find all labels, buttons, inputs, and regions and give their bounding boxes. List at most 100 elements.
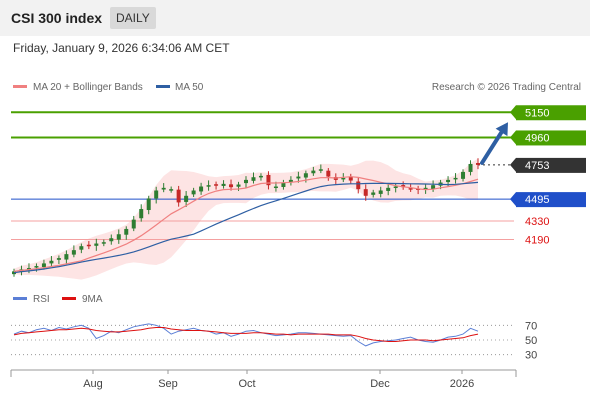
main-legend: MA 20 + Bollinger Bands MA 50 Research ©… <box>13 82 581 93</box>
level-tag-arrow-4960 <box>510 130 516 145</box>
x-tick-label-2026: 2026 <box>450 378 474 390</box>
candle-body <box>378 190 383 194</box>
candle-body <box>64 254 69 260</box>
rsi-legend: RSI 9MA <box>13 294 103 305</box>
candle-body <box>71 250 76 255</box>
level-label-4753: 4753 <box>525 160 549 172</box>
candle-body <box>34 266 39 268</box>
candle-body <box>273 186 278 189</box>
candle-body <box>401 185 406 188</box>
level-tag-4495 <box>516 192 586 208</box>
level-tag-5150 <box>516 105 586 121</box>
rsi-line <box>13 323 479 347</box>
candle-body <box>266 174 271 186</box>
ma20-legend-swatch <box>13 85 27 88</box>
candle-body <box>184 195 189 202</box>
candle-body <box>124 228 129 235</box>
candle-body <box>176 189 181 203</box>
level-tag-arrow-4495 <box>510 192 516 207</box>
candle-body <box>288 179 293 183</box>
level-tag-arrow-4753 <box>510 157 516 172</box>
candle-body <box>423 187 428 190</box>
x-tick-label-Aug: Aug <box>83 378 103 390</box>
candle-body <box>453 177 458 180</box>
credit-label: Research © 2026 Trading Central <box>432 82 581 93</box>
bollinger-band <box>14 158 478 280</box>
level-tag-4960 <box>516 130 586 146</box>
interval-badge[interactable]: DAILY <box>110 7 156 29</box>
candle-body <box>446 179 451 183</box>
candle-body <box>199 186 204 192</box>
candle-body <box>169 189 174 191</box>
candle-body <box>214 184 219 186</box>
level-label-4495: 4495 <box>525 194 549 206</box>
rsi-ma-legend-swatch <box>62 297 76 300</box>
x-tick-label-Oct: Oct <box>238 378 255 390</box>
level-label-4190: 4190 <box>525 235 549 247</box>
candle-body <box>363 189 368 196</box>
candle-body <box>386 187 391 191</box>
candle-body <box>468 163 473 172</box>
candle-body <box>303 173 308 178</box>
candle-body <box>139 209 144 219</box>
level-label-4330: 4330 <box>525 216 549 228</box>
candle-body <box>116 234 121 240</box>
main-plot: 5150 4960 4753 4495 4330 4190 <box>11 105 586 280</box>
candle-body <box>131 219 136 229</box>
chart-datetime: Friday, January 9, 2026 6:34:06 AM CET <box>13 41 230 55</box>
candle-body <box>393 186 398 189</box>
candle-body <box>56 258 61 260</box>
rsi-tick-label-30: 30 <box>525 350 537 362</box>
candle-body <box>244 179 248 184</box>
candle-body <box>326 170 331 177</box>
rsi-tick-label-70: 70 <box>525 320 537 332</box>
candle-body <box>79 246 84 250</box>
candle-body <box>461 171 466 179</box>
chart-title: CSI 300 index <box>11 10 103 26</box>
x-tick-label-Dec: Dec <box>370 378 390 390</box>
rsi-plot: 70 50 30 <box>11 320 537 362</box>
level-tag-arrow-5150 <box>510 105 516 120</box>
candle-body <box>12 271 16 275</box>
candle-body <box>311 170 316 174</box>
ma20-line <box>13 176 479 272</box>
candle-body <box>341 177 346 180</box>
candle-body <box>431 185 436 190</box>
candle-body <box>229 184 234 188</box>
rsi-tick-label-50: 50 <box>525 335 537 347</box>
candle-body <box>408 188 413 190</box>
candle-body <box>109 238 114 242</box>
projection-arrow-head <box>495 122 508 137</box>
candle-body <box>41 263 46 268</box>
candle-body <box>236 184 241 187</box>
candle-body <box>318 169 323 171</box>
x-axis: Aug Sep Oct Dec 2026 <box>10 369 517 390</box>
candle-body <box>154 190 159 199</box>
candle-body <box>371 192 376 195</box>
candle-body <box>476 163 480 165</box>
candle-body <box>26 268 31 270</box>
ma50-legend-label: MA 50 <box>175 82 204 93</box>
level-tag-4753 <box>516 157 586 173</box>
candle-body <box>251 177 256 181</box>
candle-body <box>281 182 286 187</box>
rsi-ma-line <box>13 327 479 342</box>
ma20-legend-label: MA 20 + Bollinger Bands <box>33 82 143 93</box>
candle-body <box>258 175 263 178</box>
candle-body <box>161 187 166 190</box>
candle-body <box>49 260 54 264</box>
ma50-line <box>13 181 479 274</box>
candle-body <box>146 198 151 211</box>
chart-header: CSI 300 index DAILY <box>0 0 590 36</box>
candle-body <box>206 185 211 187</box>
candle-body <box>356 181 361 190</box>
rsi-legend-swatch <box>13 297 27 300</box>
candle-body <box>348 176 353 181</box>
candle-body <box>221 183 226 186</box>
candle-body <box>191 190 196 195</box>
x-tick-label-Sep: Sep <box>158 378 178 390</box>
candle-body <box>101 242 106 244</box>
rsi-legend-label: RSI <box>33 294 50 305</box>
level-label-4960: 4960 <box>525 132 549 144</box>
